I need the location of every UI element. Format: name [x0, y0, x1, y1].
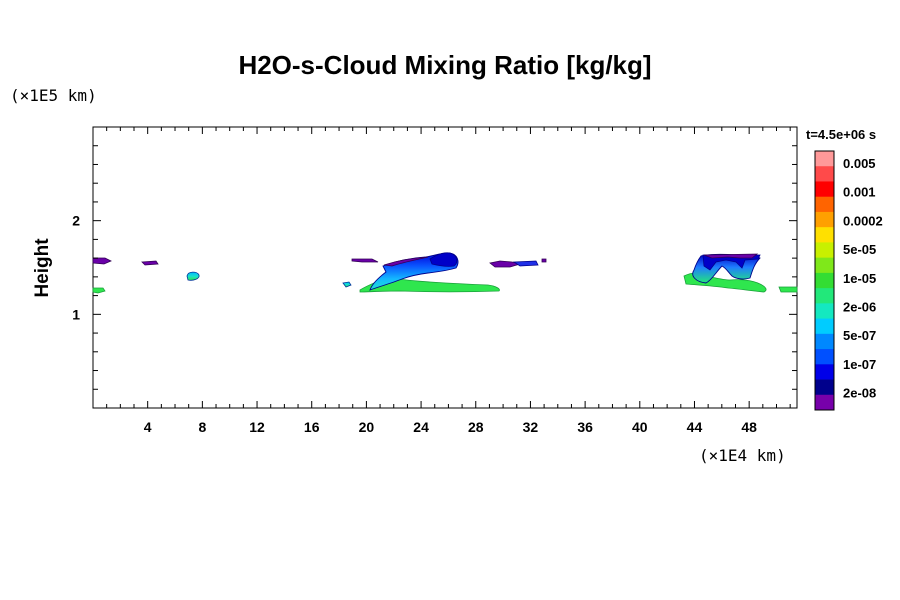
colorbar-label: 0.0002	[843, 213, 883, 228]
plot-area: 4 8 12 16 20 24 28 32 36 40 44 48 12	[72, 126, 798, 435]
cloud-patch-x7	[186, 271, 200, 281]
colorbar-swatch	[815, 303, 834, 319]
colorbar-label: 1e-07	[843, 357, 876, 372]
x-tick-label: 36	[577, 419, 593, 435]
x-tick-label: 40	[632, 419, 648, 435]
x-tick-label: 8	[198, 419, 206, 435]
chart-title: H2O-s-Cloud Mixing Ratio [kg/kg]	[238, 50, 651, 80]
y-tick-label: 1	[72, 306, 80, 322]
y-axis-label: Height	[32, 238, 53, 298]
cloud-patch-far-right	[778, 286, 798, 293]
cloud-patch-x4	[141, 260, 159, 266]
colorbar: 0.005 0.001 0.0002 5e-05 1e-05 2e-06 5e-07 1e-0…	[814, 150, 883, 411]
colorbar-label: 0.005	[843, 156, 876, 171]
colorbar-swatch	[815, 318, 834, 335]
colorbar-swatch	[815, 151, 834, 167]
x-tick-label: 12	[249, 419, 265, 435]
colorbar-swatch	[815, 227, 834, 243]
colorbar-frame	[814, 150, 835, 411]
x-tick-label: 44	[687, 419, 703, 435]
colorbar-swatch	[815, 272, 834, 289]
y-axis: 12	[72, 145, 797, 390]
x-tick-label: 20	[359, 419, 375, 435]
x-tick-label: 16	[304, 419, 320, 435]
colorbar-swatch	[815, 333, 834, 350]
x-tick-label: 32	[523, 419, 539, 435]
colorbar-swatch	[815, 196, 834, 213]
cloud-patch-left-upper	[92, 257, 112, 265]
x-axis: 4 8 12 16 20 24 28 32 36 40 44 48	[106, 127, 791, 435]
cloud-patch-x19	[351, 258, 379, 263]
cloud-patch-x31	[512, 260, 539, 267]
colorbar-swatch	[815, 364, 834, 380]
cloud-right-purple	[703, 253, 759, 259]
x-tick-label: 28	[468, 419, 484, 435]
colorbar-label: 5e-05	[843, 242, 876, 257]
y-tick-label: 2	[72, 213, 80, 229]
colorbar-swatch	[815, 166, 834, 182]
colorbar-swatch	[815, 242, 834, 259]
cloud-field	[92, 252, 798, 294]
cloud-right-top	[702, 254, 761, 271]
y-unit-label: (×1E5 km)	[10, 86, 97, 105]
x-tick-label: 48	[741, 419, 757, 435]
time-label: t=4.5e+06 s	[806, 127, 876, 142]
colorbar-label: 1e-05	[843, 271, 876, 286]
colorbar-swatch	[815, 211, 834, 228]
colorbar-swatch	[815, 394, 834, 411]
cloud-patch-x18	[342, 281, 352, 288]
colorbar-label: 5e-07	[843, 328, 876, 343]
colorbar-label: 2e-06	[843, 300, 876, 315]
colorbar-swatch	[815, 181, 834, 198]
colorbar-swatch	[815, 379, 834, 396]
colorbar-label: 2e-08	[843, 386, 876, 401]
colorbar-swatch	[815, 288, 834, 304]
cloud-patch-x33	[541, 258, 547, 263]
colorbar-swatch	[815, 257, 834, 274]
cloud-patch-left-lower	[92, 287, 106, 294]
colorbar-swatch	[815, 349, 834, 365]
cloud-main-central-top	[429, 252, 458, 267]
cloud-main-central-purple	[383, 256, 429, 267]
x-unit-label: (×1E4 km)	[699, 446, 786, 465]
x-tick-label: 4	[144, 419, 152, 435]
x-tick-label: 24	[413, 419, 429, 435]
colorbar-label: 0.001	[843, 185, 876, 200]
